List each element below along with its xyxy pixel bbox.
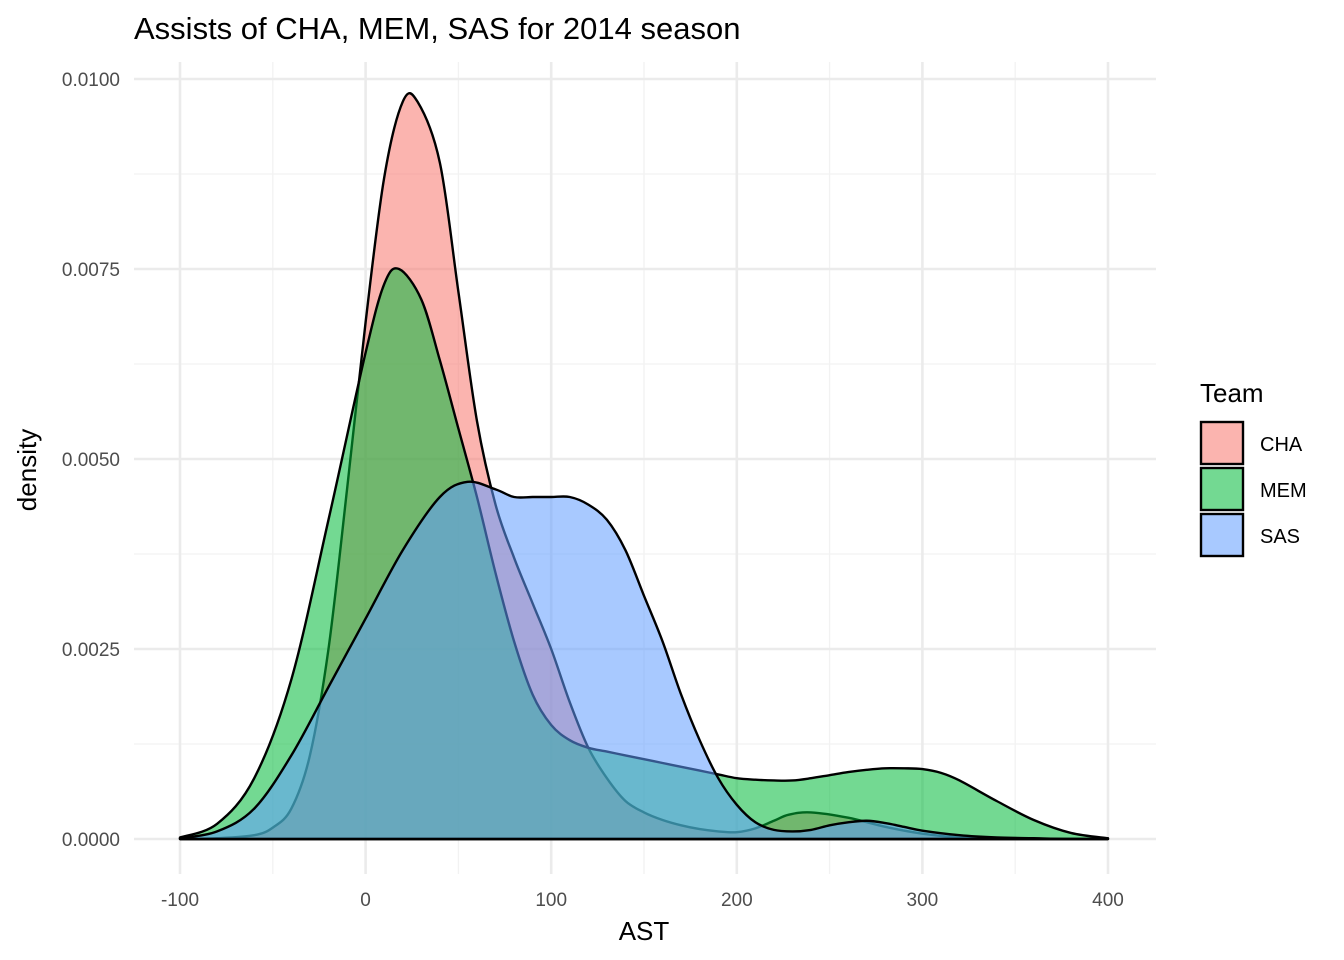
x-tick-label: 100	[535, 890, 567, 911]
y-tick-label: 0.0100	[62, 70, 120, 91]
x-axis-title: AST	[619, 916, 670, 946]
y-tick-label: 0.0050	[62, 450, 120, 471]
legend-swatch-sas	[1199, 512, 1245, 558]
density-areas	[178, 92, 1110, 841]
legend-label-cha: CHA	[1260, 434, 1303, 456]
y-axis-ticks: 0.0000 0.0025 0.0050 0.0075 0.0100	[62, 70, 120, 851]
x-tick-label: 0	[360, 890, 371, 911]
legend-swatch-cha	[1199, 420, 1245, 466]
y-tick-label: 0.0000	[62, 830, 120, 851]
legend-swatch-mem	[1199, 466, 1245, 512]
x-tick-label: 300	[907, 890, 939, 911]
y-tick-label: 0.0075	[62, 260, 120, 281]
x-axis-ticks: -100 0 100 200 300 400	[161, 890, 1124, 911]
chart-title: Assists of CHA, MEM, SAS for 2014 season	[134, 11, 740, 46]
y-tick-label: 0.0025	[62, 640, 120, 661]
x-tick-label: 200	[721, 890, 753, 911]
density-area-sas	[178, 480, 1110, 841]
x-tick-label: -100	[161, 890, 199, 911]
legend-label-mem: MEM	[1260, 480, 1307, 502]
x-tick-label: 400	[1092, 890, 1124, 911]
legend: Team CHA MEM SAS	[1199, 378, 1307, 558]
legend-title: Team	[1200, 378, 1264, 408]
y-axis-title: density	[12, 429, 42, 511]
legend-label-sas: SAS	[1260, 526, 1300, 548]
